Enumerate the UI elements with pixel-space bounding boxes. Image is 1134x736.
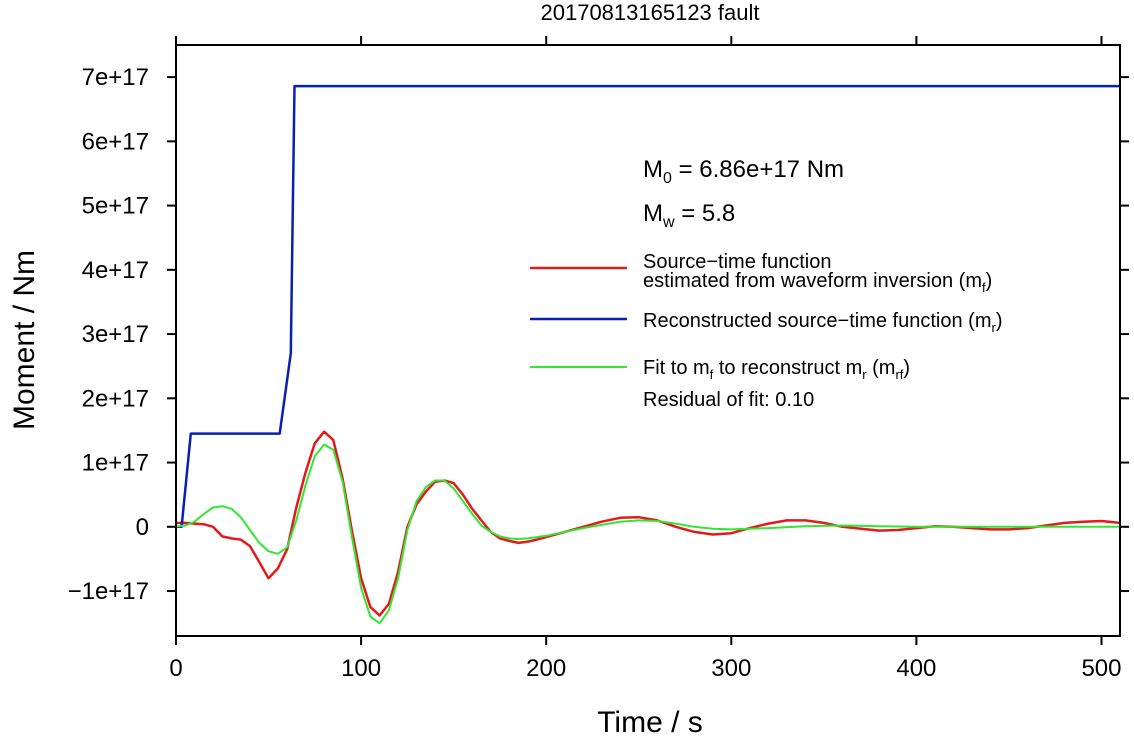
svg-text:Mw = 5.8: Mw = 5.8 (643, 200, 735, 231)
y-axis-label: Moment / Nm (8, 250, 41, 430)
svg-text:M0 = 6.86e+17 Nm: M0 = 6.86e+17 Nm (643, 156, 844, 187)
x-tick-label: 400 (896, 655, 936, 682)
legend-label-red-line1: Source−time function (643, 251, 831, 273)
x-tick-label: 0 (169, 655, 182, 682)
y-tick-label: 2e+17 (82, 385, 149, 412)
y-tick-label: 6e+17 (82, 128, 149, 155)
plot-frame (175, 44, 1121, 637)
axes-layer: 0 100 200 300 400 500 −1e+17 0 1e+17 2e+17 3e+17 4e… (68, 36, 1129, 682)
series-line-1 (176, 84, 1120, 529)
m0-symbol: M (643, 156, 663, 183)
legend-label-green: Fit to mf to reconstruct mr (mrf) (643, 357, 910, 382)
series-line-2 (175, 443, 1120, 625)
y-tick-label: 4e+17 (82, 257, 149, 284)
y-tick-label: 7e+17 (82, 64, 149, 91)
y-tick-label: 0 (136, 514, 149, 541)
y-tick-label: 1e+17 (82, 450, 149, 477)
series-layer (175, 84, 1121, 625)
y-tick-label: −1e+17 (68, 578, 149, 605)
mw-symbol: M (643, 200, 663, 227)
residual-annotation: Residual of fit: 0.10 (643, 389, 814, 411)
series-line-0 (176, 430, 1121, 617)
x-tick-label: 100 (341, 655, 381, 682)
legend-label-red-line2: estimated from waveform inversion (mf) (643, 270, 992, 295)
y-tick-label: 3e+17 (82, 321, 149, 348)
x-tick-label: 300 (711, 655, 751, 682)
mw-value: = 5.8 (675, 200, 736, 227)
x-tick-label: 200 (526, 655, 566, 682)
x-tick-label: 500 (1081, 655, 1121, 682)
m0-subscript: 0 (663, 170, 672, 187)
m0-value: = 6.86e+17 Nm (672, 156, 844, 183)
legend: Source−time function estimated from wave… (530, 251, 1003, 411)
mw-subscript: w (662, 214, 675, 231)
legend-label-blue: Reconstructed source−time function (mr) (643, 310, 1003, 335)
annotation-m0: M0 = 6.86e+17 Nm (643, 156, 844, 187)
chart-title: 20170813165123 fault (541, 0, 760, 25)
y-tick-label: 5e+17 (82, 193, 149, 220)
annotation-mw: Mw = 5.8 (643, 200, 735, 231)
x-axis-label: Time / s (597, 706, 703, 736)
